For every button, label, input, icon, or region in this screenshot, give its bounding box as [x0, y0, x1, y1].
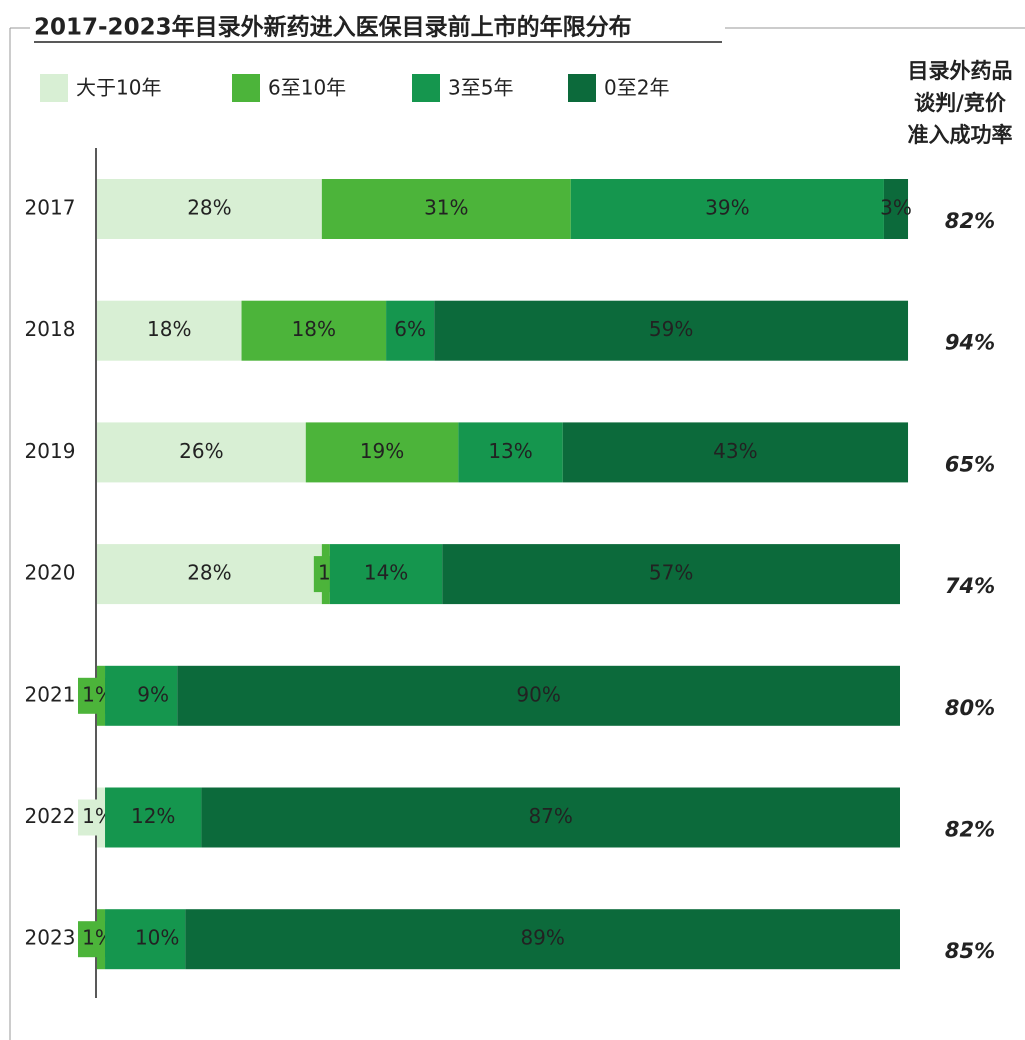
y-tick-label: 2018 [25, 317, 76, 341]
bar-segment [883, 179, 909, 239]
success-rate: 80% [945, 696, 995, 720]
bar-segment [97, 422, 306, 483]
bar-segment [105, 787, 202, 848]
value-label: 19% [360, 439, 404, 463]
value-label: 90% [516, 682, 560, 706]
value-label: 9% [137, 682, 169, 706]
value-label: 59% [649, 317, 693, 341]
chart-title: 2017-2023年目录外新药进入医保目录前上市的年限分布 [34, 14, 632, 41]
success-rate: 74% [945, 574, 995, 598]
legend-label: 6至10年 [268, 76, 346, 100]
legend-swatch [568, 74, 596, 102]
bar-segment [329, 544, 443, 605]
rate-header: 目录外药品 [908, 59, 1013, 83]
y-tick-label: 2017 [25, 196, 76, 220]
legend-label: 3至5年 [448, 76, 513, 100]
legend-label: 大于10年 [76, 76, 161, 100]
value-label: 28% [187, 561, 231, 585]
success-rate: 82% [945, 818, 995, 842]
value-label: 28% [187, 196, 231, 220]
bar-segment [97, 544, 322, 605]
value-label: 12% [131, 804, 175, 828]
value-label: 14% [364, 561, 408, 585]
bar-segment [97, 300, 242, 361]
value-label: 18% [292, 317, 336, 341]
success-rate: 82% [945, 209, 995, 233]
bar-segment [105, 665, 178, 726]
value-label: 26% [179, 439, 223, 463]
bar-segment [305, 422, 459, 483]
value-label: 3% [880, 196, 912, 220]
y-tick-label: 2021 [25, 682, 76, 706]
y-tick-label: 2020 [25, 561, 76, 585]
value-label: 10% [135, 926, 179, 950]
bar-segment [386, 300, 435, 361]
value-label: 89% [520, 926, 564, 950]
success-rate: 65% [945, 452, 995, 476]
success-rate: 85% [945, 939, 995, 963]
value-label: 39% [705, 196, 749, 220]
success-rate: 94% [945, 331, 995, 355]
bar-segment [177, 665, 901, 726]
bar-segment [442, 544, 900, 605]
legend-swatch [40, 74, 68, 102]
value-label: 18% [147, 317, 191, 341]
bar-segment [570, 179, 884, 239]
y-tick-label: 2022 [25, 804, 76, 828]
rate-header: 谈判/竞价 [914, 91, 1007, 115]
rate-header: 准入成功率 [908, 123, 1013, 147]
bar-segment [434, 300, 909, 361]
bar-segment [458, 422, 563, 483]
value-label: 43% [713, 439, 757, 463]
value-label: 31% [424, 196, 468, 220]
y-tick-label: 2019 [25, 439, 76, 463]
value-label: 57% [649, 561, 693, 585]
value-label: 6% [394, 317, 426, 341]
value-label: 87% [528, 804, 572, 828]
bar-segment [562, 422, 909, 483]
bar-segment [241, 300, 387, 361]
y-tick-label: 2023 [25, 926, 76, 950]
legend-label: 0至2年 [604, 76, 669, 100]
bar-segment [201, 787, 900, 848]
bar-segment [97, 179, 322, 239]
legend-swatch [412, 74, 440, 102]
legend-swatch [232, 74, 260, 102]
bar-segment [105, 909, 186, 970]
bar-segment [321, 179, 571, 239]
value-label: 13% [488, 439, 532, 463]
bar-segment [185, 909, 900, 970]
